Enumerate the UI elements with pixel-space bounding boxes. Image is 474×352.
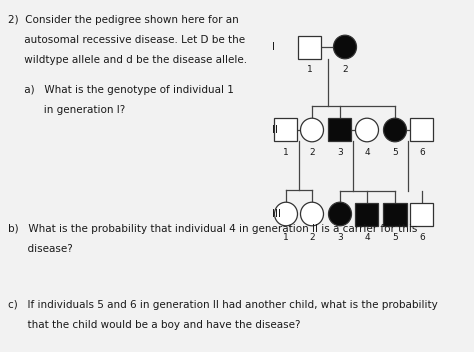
Text: 3: 3	[337, 233, 343, 241]
Ellipse shape	[274, 202, 298, 226]
Ellipse shape	[301, 202, 323, 226]
Bar	[274, 119, 298, 142]
Text: autosomal recessive disease. Let D be the: autosomal recessive disease. Let D be th…	[8, 35, 245, 45]
Text: I: I	[272, 42, 275, 52]
Bar	[299, 36, 321, 58]
Text: 2: 2	[309, 149, 315, 157]
Text: 3: 3	[337, 149, 343, 157]
Text: 4: 4	[364, 149, 370, 157]
Text: 1: 1	[307, 65, 313, 75]
Text: 6: 6	[419, 233, 425, 241]
Text: 2)  Consider the pedigree shown here for an: 2) Consider the pedigree shown here for …	[8, 15, 239, 25]
Bar	[328, 119, 352, 142]
Ellipse shape	[334, 35, 356, 59]
Text: 4: 4	[364, 233, 370, 241]
Text: 2: 2	[309, 233, 315, 241]
Ellipse shape	[383, 118, 407, 142]
Text: 5: 5	[392, 149, 398, 157]
Text: in generation I?: in generation I?	[8, 105, 125, 115]
Bar	[410, 202, 434, 226]
Text: III: III	[272, 209, 281, 219]
Text: a)   What is the genotype of individual 1: a) What is the genotype of individual 1	[8, 85, 234, 95]
Bar	[410, 119, 434, 142]
Bar	[356, 202, 379, 226]
Text: disease?: disease?	[8, 244, 73, 254]
Text: that the child would be a boy and have the disease?: that the child would be a boy and have t…	[8, 320, 301, 330]
Text: b)   What is the probability that individual 4 in generation II is a carrier for: b) What is the probability that individu…	[8, 224, 418, 234]
Text: wildtype allele and d be the disease allele.: wildtype allele and d be the disease all…	[8, 55, 247, 65]
Text: c)   If individuals 5 and 6 in generation II had another child, what is the prob: c) If individuals 5 and 6 in generation …	[8, 300, 438, 310]
Ellipse shape	[301, 118, 323, 142]
Text: 1: 1	[283, 149, 289, 157]
Bar	[383, 202, 407, 226]
Text: 6: 6	[419, 149, 425, 157]
Text: 2: 2	[342, 65, 348, 75]
Text: II: II	[272, 125, 278, 135]
Ellipse shape	[356, 118, 379, 142]
Ellipse shape	[328, 202, 352, 226]
Text: 1: 1	[283, 233, 289, 241]
Text: 5: 5	[392, 233, 398, 241]
